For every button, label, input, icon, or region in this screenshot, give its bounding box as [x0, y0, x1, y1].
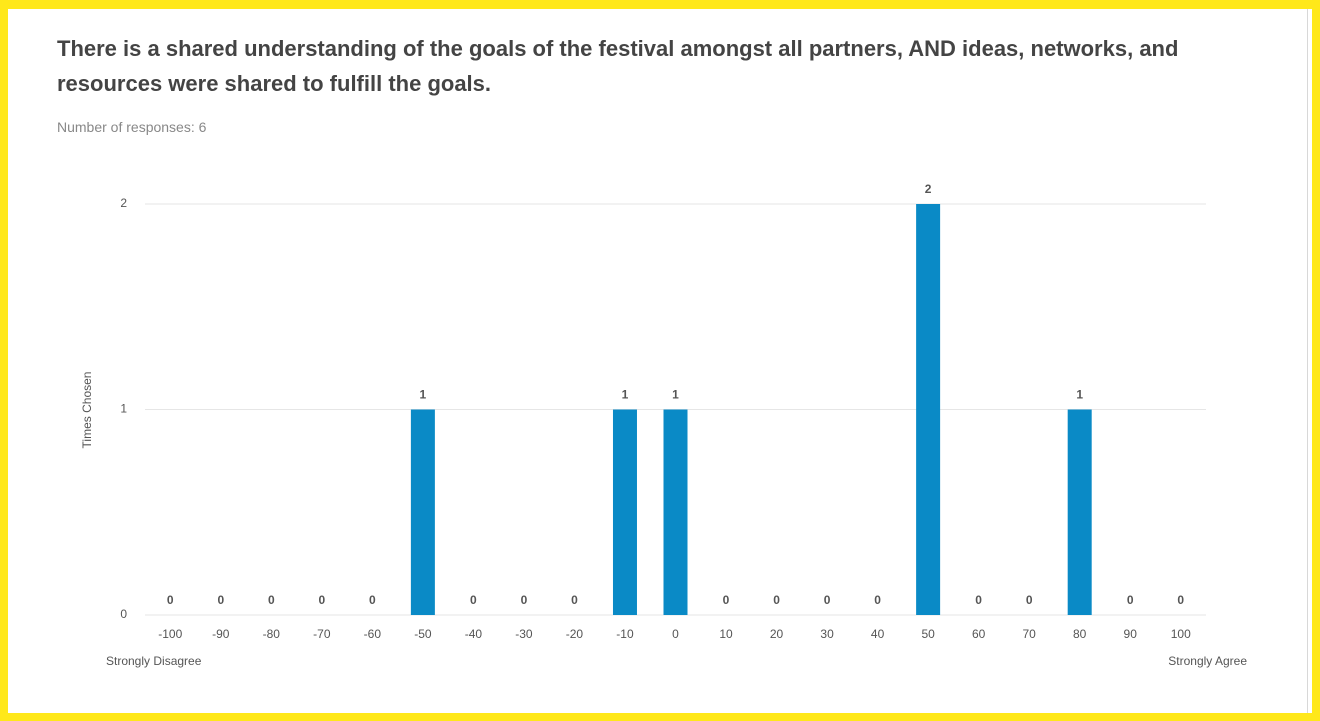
x-tick-label: -40	[465, 627, 483, 641]
x-tick-label: 0	[672, 627, 679, 641]
data-label: 0	[1026, 593, 1033, 607]
data-label: 0	[167, 593, 174, 607]
data-label: 0	[824, 593, 831, 607]
y-tick-label: 2	[120, 196, 127, 210]
data-label: 0	[268, 593, 275, 607]
data-label: 0	[369, 593, 376, 607]
x-tick-label: 100	[1171, 627, 1191, 641]
data-label: 0	[521, 593, 528, 607]
panel	[8, 9, 1308, 713]
x-tick-label: -100	[158, 627, 182, 641]
x-tick-label: 10	[719, 627, 733, 641]
bar	[1067, 409, 1092, 615]
bar	[663, 409, 688, 615]
data-label: 0	[773, 593, 780, 607]
y-tick-label: 0	[120, 607, 127, 621]
data-label: 1	[420, 388, 427, 402]
x-tick-label: 50	[921, 627, 935, 641]
x-tick-label: -30	[515, 627, 533, 641]
x-tick-label: 30	[820, 627, 834, 641]
bar	[916, 204, 941, 615]
x-tick-label: 40	[871, 627, 885, 641]
data-label: 1	[672, 388, 679, 402]
data-label: 0	[318, 593, 325, 607]
data-label: 1	[1076, 388, 1083, 402]
data-label: 0	[1177, 593, 1184, 607]
data-label: 0	[1127, 593, 1134, 607]
x-tick-label: -80	[263, 627, 281, 641]
x-tick-label: 90	[1124, 627, 1138, 641]
x-tick-label: -10	[616, 627, 634, 641]
x-tick-label: -60	[364, 627, 382, 641]
bar	[612, 409, 637, 615]
x-end-label: Strongly Disagree	[106, 654, 202, 668]
data-label: 0	[874, 593, 881, 607]
y-axis-label: Times Chosen	[80, 372, 94, 449]
data-label: 0	[470, 593, 477, 607]
data-label: 0	[975, 593, 982, 607]
x-tick-label: 80	[1073, 627, 1087, 641]
data-label: 0	[571, 593, 578, 607]
data-label: 1	[622, 388, 629, 402]
x-tick-label: -20	[566, 627, 584, 641]
x-tick-label: 20	[770, 627, 784, 641]
bar	[410, 409, 435, 615]
chart: 0 1 2 Times Chosen Strongly Disagree Strongly…	[80, 182, 1247, 668]
x-tick-label: 60	[972, 627, 986, 641]
x-tick-label: -70	[313, 627, 331, 641]
data-label: 0	[723, 593, 730, 607]
data-label: 2	[925, 182, 932, 196]
chart-title: There is a shared understanding of the g…	[57, 36, 1179, 96]
chart-subtitle: Number of responses: 6	[57, 119, 207, 135]
y-tick-label: 1	[120, 402, 127, 416]
x-tick-label: -50	[414, 627, 432, 641]
x-end-label: Strongly Agree	[1168, 654, 1247, 668]
data-label: 0	[217, 593, 224, 607]
x-tick-label: -90	[212, 627, 230, 641]
x-tick-label: 70	[1022, 627, 1036, 641]
